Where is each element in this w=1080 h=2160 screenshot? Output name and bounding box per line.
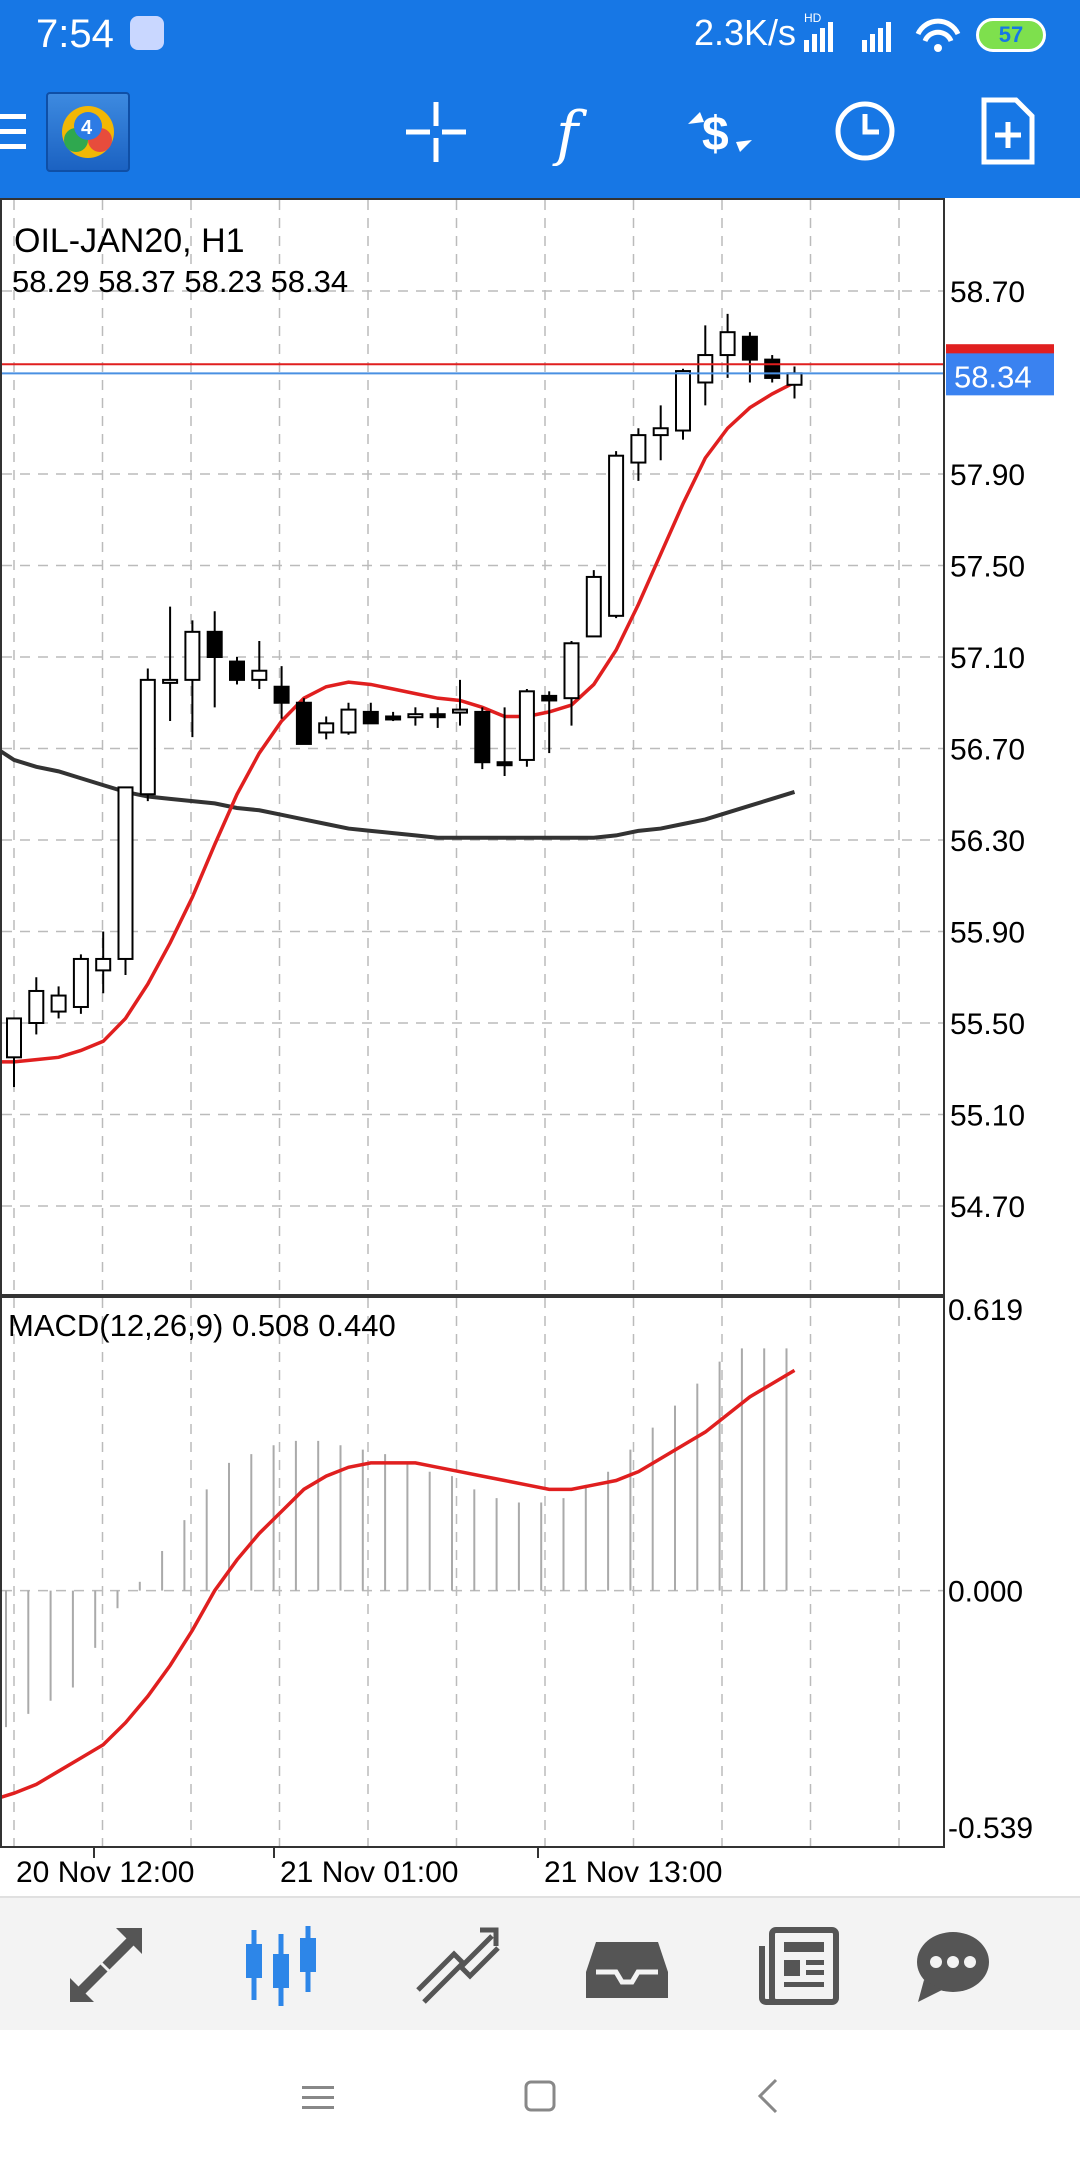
function-icon[interactable]: f <box>548 98 608 166</box>
time-tick-label: 21 Nov 01:00 <box>280 1856 458 1889</box>
candle-body[interactable] <box>652 427 669 437</box>
quotes-icon[interactable] <box>62 1920 152 2010</box>
candle-body[interactable] <box>139 678 156 796</box>
trade-icon[interactable] <box>410 1920 500 2010</box>
candle-body[interactable] <box>50 994 67 1013</box>
status-time: 7:54 <box>36 12 114 56</box>
network-speed: 2.3K/s <box>694 12 797 53</box>
app-bar: 7:54 2.3K/s HD 57 4 f $ <box>0 0 1080 198</box>
symbol-label: OIL-JAN20, H1 <box>14 222 245 260</box>
price-tick-label: 58.70 <box>950 276 1025 309</box>
candle-body[interactable] <box>541 694 558 702</box>
price-tick-label: 55.50 <box>950 1008 1025 1041</box>
svg-text:f: f <box>552 99 588 166</box>
price-tick-label: 57.50 <box>950 551 1025 584</box>
news-icon[interactable] <box>756 1920 846 2010</box>
price-tick-label: 56.70 <box>950 734 1025 767</box>
notification-icon <box>130 16 164 50</box>
price-tick-label: 55.90 <box>950 917 1025 950</box>
svg-text:HD: HD <box>804 11 822 25</box>
candle-body[interactable] <box>340 708 357 734</box>
crosshair-icon[interactable] <box>402 98 470 166</box>
price-tick-label: 57.10 <box>950 642 1025 675</box>
candle-body[interactable] <box>474 710 491 764</box>
macd-signal-line <box>0 1368 796 1800</box>
candle-body[interactable] <box>630 434 647 464</box>
timeframe-icon[interactable] <box>832 98 898 164</box>
macd-chart-border <box>0 1296 945 1848</box>
macd-label: MACD(12,26,9) 0.508 0.440 <box>8 1308 396 1343</box>
main-chart-border <box>0 198 945 1296</box>
candle-body[interactable] <box>229 660 245 681</box>
signal-icon: HD <box>804 11 961 52</box>
candle-body[interactable] <box>385 715 402 721</box>
app-logo-icon[interactable]: 4 <box>46 92 130 172</box>
history-icon[interactable] <box>582 1920 672 2010</box>
menu-icon[interactable] <box>0 112 30 152</box>
chat-icon[interactable] <box>908 1920 998 2010</box>
candle-body[interactable] <box>117 786 134 960</box>
candle-body[interactable] <box>719 331 736 357</box>
price-tick-label: 57.90 <box>950 459 1025 492</box>
system-navigation <box>0 2030 1080 2160</box>
candle-body[interactable] <box>608 454 625 617</box>
candle-body[interactable] <box>764 358 781 379</box>
time-tick-label: 20 Nov 12:00 <box>16 1856 194 1889</box>
price-tick-label: 54.70 <box>950 1191 1025 1224</box>
candle-body[interactable] <box>741 335 758 361</box>
recents-icon[interactable] <box>288 2070 348 2126</box>
new-document-icon[interactable] <box>980 96 1036 166</box>
candle-body[interactable] <box>518 690 535 761</box>
chart-icon[interactable] <box>236 1920 326 2010</box>
candle-body[interactable] <box>786 372 803 386</box>
price-tick-label: 56.30 <box>950 825 1025 858</box>
candle-body[interactable] <box>407 713 424 719</box>
candle-body[interactable] <box>6 1017 22 1059</box>
time-tick-label: 21 Nov 13:00 <box>544 1856 722 1889</box>
candle-body[interactable] <box>295 701 312 745</box>
macd-tick-label: 0.619 <box>948 1294 1023 1327</box>
candle-body[interactable] <box>429 713 446 719</box>
candle-body[interactable] <box>162 678 179 684</box>
fast-moving-average-line <box>0 380 796 1064</box>
candle-body[interactable] <box>563 642 580 700</box>
bottom-navigation <box>0 1896 1080 2030</box>
svg-text:4: 4 <box>81 117 93 139</box>
candle-body[interactable] <box>697 354 714 384</box>
candle-body[interactable] <box>318 722 335 734</box>
battery-icon: 57 <box>976 18 1046 52</box>
candle-body[interactable] <box>95 957 112 972</box>
price-chart[interactable]: 58.34 58.70 57.90 57.50 57.10 56.70 56.30 55.9… <box>0 198 1080 1898</box>
current-price-badge <box>946 353 1054 396</box>
macd-tick-label: -0.539 <box>948 1812 1033 1845</box>
svg-text:$: $ <box>702 108 729 161</box>
candle-body[interactable] <box>72 957 89 1008</box>
ohlc-label: 58.29 58.37 58.23 58.34 <box>12 264 348 299</box>
price-tick-label: 55.10 <box>950 1100 1025 1133</box>
trade-icon[interactable]: $ <box>680 96 760 168</box>
candle-body[interactable] <box>452 708 468 714</box>
candle-body[interactable] <box>496 761 513 767</box>
candle-body[interactable] <box>362 710 379 725</box>
candle-body[interactable] <box>251 669 268 681</box>
candle-body[interactable] <box>585 575 602 638</box>
candle-body[interactable] <box>273 685 290 704</box>
macd-tick-label: 0.000 <box>948 1576 1023 1609</box>
candle-body[interactable] <box>206 630 223 658</box>
current-price-label: 58.34 <box>954 359 1032 394</box>
home-icon[interactable] <box>510 2070 570 2126</box>
back-icon[interactable] <box>738 2070 798 2126</box>
candle-body[interactable] <box>28 989 45 1024</box>
candle-body[interactable] <box>184 630 201 681</box>
candle-body[interactable] <box>675 370 691 432</box>
